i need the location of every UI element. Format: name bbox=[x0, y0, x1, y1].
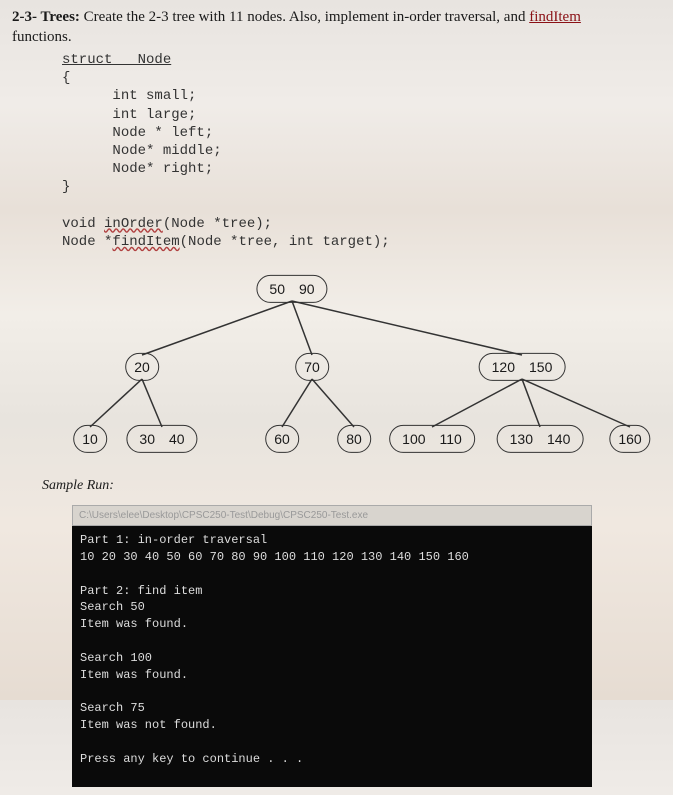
fn1-name: inOrder bbox=[104, 216, 163, 232]
page-root: 2-3- Trees: Create the 2-3 tree with 11 … bbox=[0, 0, 673, 795]
title-finditem: findItem bbox=[529, 9, 581, 25]
brace-close: } bbox=[62, 179, 70, 195]
fn1-pre: void bbox=[62, 216, 104, 232]
brace-open: { bbox=[62, 70, 70, 86]
title-tail: functions. bbox=[12, 28, 661, 48]
problem-title: 2-3- Trees: Create the 2-3 tree with 11 … bbox=[12, 8, 661, 47]
struct-head: struct Node bbox=[62, 52, 171, 68]
tree-node: 80 bbox=[337, 425, 371, 453]
code-line-2: int large; bbox=[112, 107, 196, 123]
tree-node: 60 bbox=[265, 425, 299, 453]
title-prefix: 2-3- Trees: bbox=[12, 9, 80, 25]
sample-run-label: Sample Run: bbox=[42, 477, 661, 495]
fn2-name: findItem bbox=[112, 234, 179, 250]
tree-node: 20 bbox=[125, 353, 159, 381]
title-main: Create the 2-3 tree with 11 nodes. Also,… bbox=[80, 9, 529, 25]
tree-node-value: 150 bbox=[529, 358, 552, 376]
fn1-post: (Node *tree); bbox=[163, 216, 272, 232]
tree-node-value: 160 bbox=[618, 430, 641, 448]
tree-node-value: 110 bbox=[440, 430, 462, 448]
console-titlebar: C:\Users\elee\Desktop\CPSC250-Test\Debug… bbox=[72, 505, 592, 526]
tree-node-value: 40 bbox=[169, 430, 185, 448]
tree-node-value: 130 bbox=[510, 430, 533, 448]
code-line-4: Node* middle; bbox=[112, 143, 221, 159]
tree-node: 10 bbox=[73, 425, 107, 453]
tree-node-value: 70 bbox=[304, 358, 320, 376]
console-window: C:\Users\elee\Desktop\CPSC250-Test\Debug… bbox=[72, 505, 592, 787]
tree-node: 100 110 bbox=[389, 425, 475, 453]
fn2-pre: Node * bbox=[62, 234, 112, 250]
tree-node-value: 140 bbox=[547, 430, 570, 448]
tree-node-value: 10 bbox=[82, 430, 98, 448]
tree-node: 120 150 bbox=[479, 353, 566, 381]
tree-diagram: 50 90 20 70 120 150 10 30 40 60 80 100 110 130 140 160 bbox=[12, 267, 652, 467]
tree-node-value: 80 bbox=[346, 430, 362, 448]
console-body: Part 1: in-order traversal 10 20 30 40 5… bbox=[72, 526, 592, 787]
code-line-3: Node * left; bbox=[112, 125, 213, 141]
tree-node-value: 100 bbox=[402, 430, 425, 448]
tree-node-value: 20 bbox=[134, 358, 150, 376]
tree-node: 30 40 bbox=[126, 425, 197, 453]
fn2-post: (Node *tree, int target); bbox=[180, 234, 390, 250]
tree-node-value: 50 bbox=[269, 280, 285, 298]
tree-node-value: 90 bbox=[299, 280, 315, 298]
tree-node: 160 bbox=[609, 425, 650, 453]
tree-node-value: 120 bbox=[492, 358, 515, 376]
tree-node: 70 bbox=[295, 353, 329, 381]
tree-node: 130 140 bbox=[497, 425, 584, 453]
tree-node: 50 90 bbox=[256, 275, 327, 303]
code-line-1: int small; bbox=[112, 88, 196, 104]
code-line-5: Node* right; bbox=[112, 161, 213, 177]
code-block: struct Node { int small; int large; Node… bbox=[62, 51, 661, 251]
tree-node-value: 30 bbox=[139, 430, 155, 448]
tree-node-value: 60 bbox=[274, 430, 290, 448]
